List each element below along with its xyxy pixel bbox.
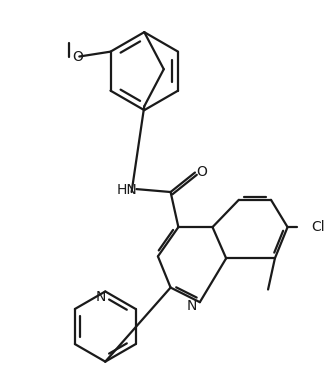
Text: HN: HN: [116, 183, 137, 197]
Text: Cl: Cl: [311, 220, 325, 234]
Text: N: N: [187, 299, 197, 313]
Text: O: O: [196, 164, 207, 179]
Text: N: N: [95, 290, 106, 304]
Text: O: O: [72, 49, 83, 64]
